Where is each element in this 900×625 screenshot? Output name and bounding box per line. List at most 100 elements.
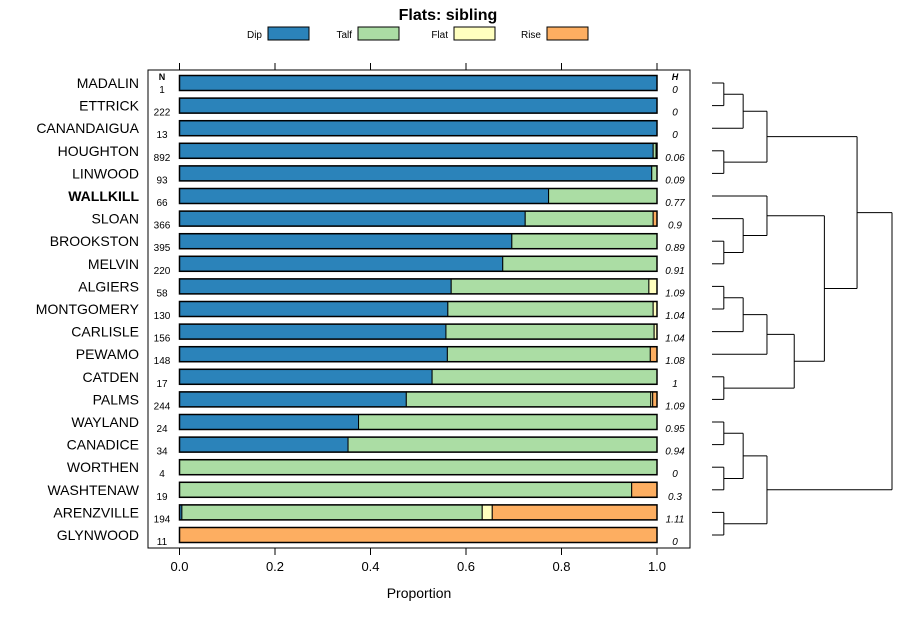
bar-segment-canandaigua-dip	[179, 120, 658, 137]
bar-segment-pewamo-dip	[179, 346, 448, 363]
row-n-glynwood: 11	[157, 537, 168, 548]
row-n-palms: 244	[154, 401, 171, 412]
legend-swatch-talf	[357, 26, 400, 41]
row-label-glynwood: GLYNWOOD	[57, 527, 139, 543]
bar-segment-glynwood-rise	[179, 527, 658, 543]
bar-segment-linwood-dip	[179, 165, 653, 182]
legend-label-flat: Flat	[431, 30, 448, 41]
row-n-wayland: 24	[156, 424, 168, 435]
bar-segment-arenzville-flat	[481, 504, 493, 521]
x-tick-label-2: 0.4	[361, 559, 379, 574]
bar-segment-algiers-flat	[648, 278, 658, 295]
bar-segment-sloan-dip	[179, 210, 526, 227]
row-label-wayland: WAYLAND	[71, 414, 139, 430]
x-tick-label-1: 0.2	[266, 559, 284, 574]
chart-title: Flats: sibling	[399, 7, 498, 24]
row-n-catden: 17	[156, 379, 168, 390]
bar-segment-algiers-dip	[179, 278, 452, 295]
row-n-wallkill: 66	[156, 198, 168, 209]
bar-segment-washtenaw-talf	[179, 481, 633, 498]
bar-segment-wayland-talf	[358, 414, 658, 430]
bar-outline-melvin	[178, 255, 658, 273]
row-h-wallkill: 0.77	[665, 198, 685, 209]
row-h-algiers: 1.09	[665, 288, 685, 299]
bar-segment-palms-talf	[405, 391, 652, 408]
x-tick-label-0: 0.0	[170, 559, 188, 574]
row-n-sloan: 366	[154, 221, 171, 232]
h-column-header: H	[672, 72, 679, 82]
bar-segment-catden-talf	[431, 368, 658, 385]
bar-segment-arenzville-talf	[181, 504, 483, 521]
plot-frame	[147, 69, 691, 549]
row-h-canadice: 0.94	[665, 447, 685, 458]
bar-segment-wayland-dip	[179, 414, 360, 430]
row-label-pewamo: PEWAMO	[76, 346, 139, 362]
row-n-pewamo: 148	[154, 356, 171, 367]
n-column-header: N	[159, 72, 166, 82]
row-label-madalin: MADALIN	[77, 75, 139, 91]
dendrogram	[712, 82, 893, 536]
row-label-catden: CATDEN	[82, 369, 139, 385]
bar-segment-melvin-talf	[502, 255, 658, 272]
bar-outline-wallkill	[178, 187, 658, 205]
bar-outline-canandaigua	[178, 119, 658, 137]
row-h-pewamo: 1.08	[665, 356, 685, 367]
x-tick-label-3: 0.6	[457, 559, 475, 574]
row-h-catden: 1	[672, 379, 678, 390]
bar-outline-washtenaw	[178, 481, 658, 499]
bar-outline-wayland	[178, 413, 658, 431]
bar-segment-wallkill-talf	[548, 188, 658, 204]
row-h-madalin: 0	[672, 85, 678, 96]
row-label-algiers: ALGIERS	[78, 278, 139, 294]
row-label-arenzville: ARENZVILLE	[53, 504, 139, 520]
row-n-montgomery: 130	[154, 311, 171, 322]
row-h-canandaigua: 0	[672, 130, 678, 141]
row-n-melvin: 220	[154, 266, 171, 277]
row-label-linwood: LINWOOD	[72, 165, 139, 181]
row-n-brookston: 395	[154, 243, 171, 254]
row-h-montgomery: 1.04	[665, 311, 685, 322]
bar-segment-montgomery-talf	[447, 301, 654, 317]
x-axis: 0.0 0.2 0.4 0.6 0.8 1.0	[170, 63, 666, 574]
bar-segment-canadice-talf	[347, 436, 658, 453]
row-h-palms: 1.09	[665, 401, 685, 412]
bar-segment-worthen-talf	[179, 459, 658, 476]
row-n-houghton: 892	[154, 153, 171, 164]
bar-segment-arenzville-rise	[491, 504, 658, 521]
bar-outline-algiers	[178, 278, 658, 295]
legend-swatch-flat	[453, 26, 496, 41]
row-n-madalin: 1	[159, 85, 165, 96]
bar-segment-brookston-talf	[511, 233, 658, 250]
row-label-sloan: SLOAN	[92, 211, 139, 227]
row-h-brookston: 0.89	[665, 243, 685, 254]
bar-segment-ettrick-dip	[179, 97, 658, 114]
row-h-melvin: 0.91	[665, 266, 684, 277]
bar-outline-carlisle	[178, 323, 658, 340]
bar-segment-pewamo-rise	[649, 346, 658, 363]
row-h-linwood: 0.09	[665, 175, 685, 186]
row-n-worthen: 4	[159, 469, 165, 480]
row-h-arenzville: 1.11	[666, 514, 685, 525]
bar-outline-pewamo	[178, 345, 658, 363]
bar-segment-sloan-talf	[524, 210, 654, 227]
row-label-washtenaw: WASHTENAW	[47, 482, 139, 498]
x-tick-label-4: 0.8	[552, 559, 570, 574]
row-h-houghton: 0.06	[665, 153, 685, 164]
row-label-brookston: BROOKSTON	[50, 233, 139, 249]
bar-segment-pewamo-talf	[446, 346, 651, 363]
bar-segment-algiers-talf	[450, 278, 650, 295]
x-tick-label-5: 1.0	[648, 559, 666, 574]
bar-outline-glynwood	[178, 526, 658, 544]
row-n-canadice: 34	[156, 447, 168, 458]
bar-segment-catden-dip	[179, 368, 433, 385]
bar-segment-carlisle-dip	[179, 323, 447, 340]
bar-outline-palms	[178, 391, 658, 408]
bar-segment-linwood-talf	[651, 165, 658, 182]
legend: Dip Talf Flat Rise	[247, 26, 589, 41]
bar-outline-montgomery	[178, 300, 658, 318]
row-n-arenzville: 194	[154, 514, 171, 525]
row-h-glynwood: 0	[672, 537, 678, 548]
legend-label-dip: Dip	[247, 30, 262, 41]
